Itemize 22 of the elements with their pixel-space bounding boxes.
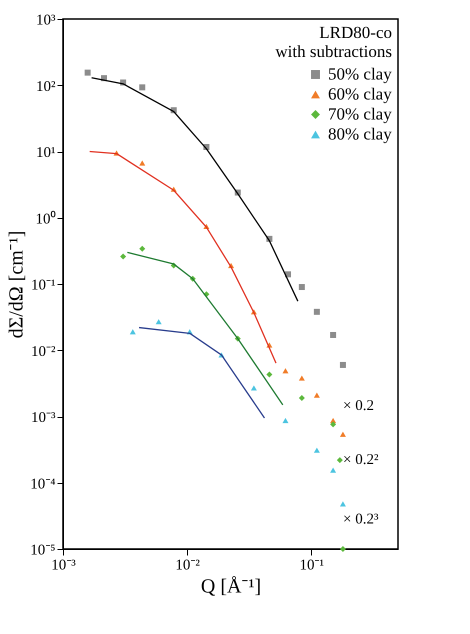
y-tick-label: 10⁻⁴ [30,476,56,492]
legend-label: 80% clay [328,124,392,144]
y-tick-label: 10⁻³ [31,410,56,426]
x-tick-label: 10⁻² [175,558,200,574]
annotation: × 0.2³ [343,511,379,528]
annotation: × 0.2 [343,398,374,414]
x-tick-label: 10⁻¹ [299,558,324,574]
y-tick-label: 10⁻¹ [31,278,56,294]
y-tick-label: 10¹ [36,145,56,161]
y-tick-label: 10² [36,78,56,95]
x-axis-title: Q [Å⁻¹] [200,576,262,598]
legend-label: 50% clay [328,64,392,84]
x-tick-label: 10⁻³ [51,558,76,574]
legend-label: 70% clay [328,104,392,124]
y-tick-label: 10⁻² [31,344,56,360]
y-tick-label: 10⁻⁵ [30,542,56,558]
annotation: × 0.2² [343,452,379,468]
y-tick-label: 10³ [36,12,56,28]
y-tick-label: 10⁰ [36,210,56,228]
legend-label: 60% clay [328,84,392,104]
y-axis-title: dΣ/dΩ [cm⁻¹] [5,230,28,338]
legend-title: LRD80-co with subtractions [275,23,392,61]
